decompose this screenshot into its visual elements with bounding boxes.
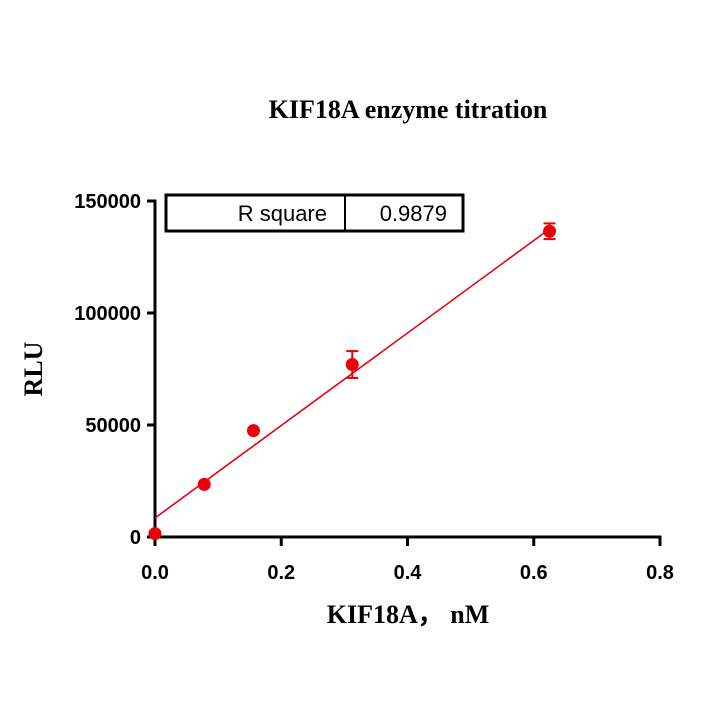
x-tick-label: 0.8 [646, 562, 674, 584]
y-tick-label: 0 [130, 527, 141, 549]
chart-title: KIF18A enzyme titration [269, 95, 548, 124]
y-tick-label: 150000 [74, 191, 141, 213]
x-tick-label: 0.4 [394, 562, 423, 584]
x-axis-title: KIF18A， nM [327, 600, 490, 629]
stats-box-label: R square [238, 201, 327, 226]
y-tick-label: 100000 [74, 303, 141, 325]
data-point [148, 527, 162, 541]
data-point [246, 424, 260, 438]
data-point [345, 358, 359, 372]
data-point [543, 224, 557, 238]
stats-box [164, 193, 465, 233]
x-tick-label: 0.2 [267, 562, 295, 584]
x-tick-label: 0.0 [141, 562, 169, 584]
plot-area: 0 50000 100000 150000 0.0 0.2 0.4 0.6 0.8 R squar… [74, 191, 674, 584]
data-point [197, 477, 211, 491]
y-tick-label: 50000 [85, 415, 141, 437]
stats-box-value: 0.9879 [380, 201, 447, 226]
x-tick-label: 0.6 [520, 562, 548, 584]
y-axis-title: RLU [19, 341, 48, 396]
